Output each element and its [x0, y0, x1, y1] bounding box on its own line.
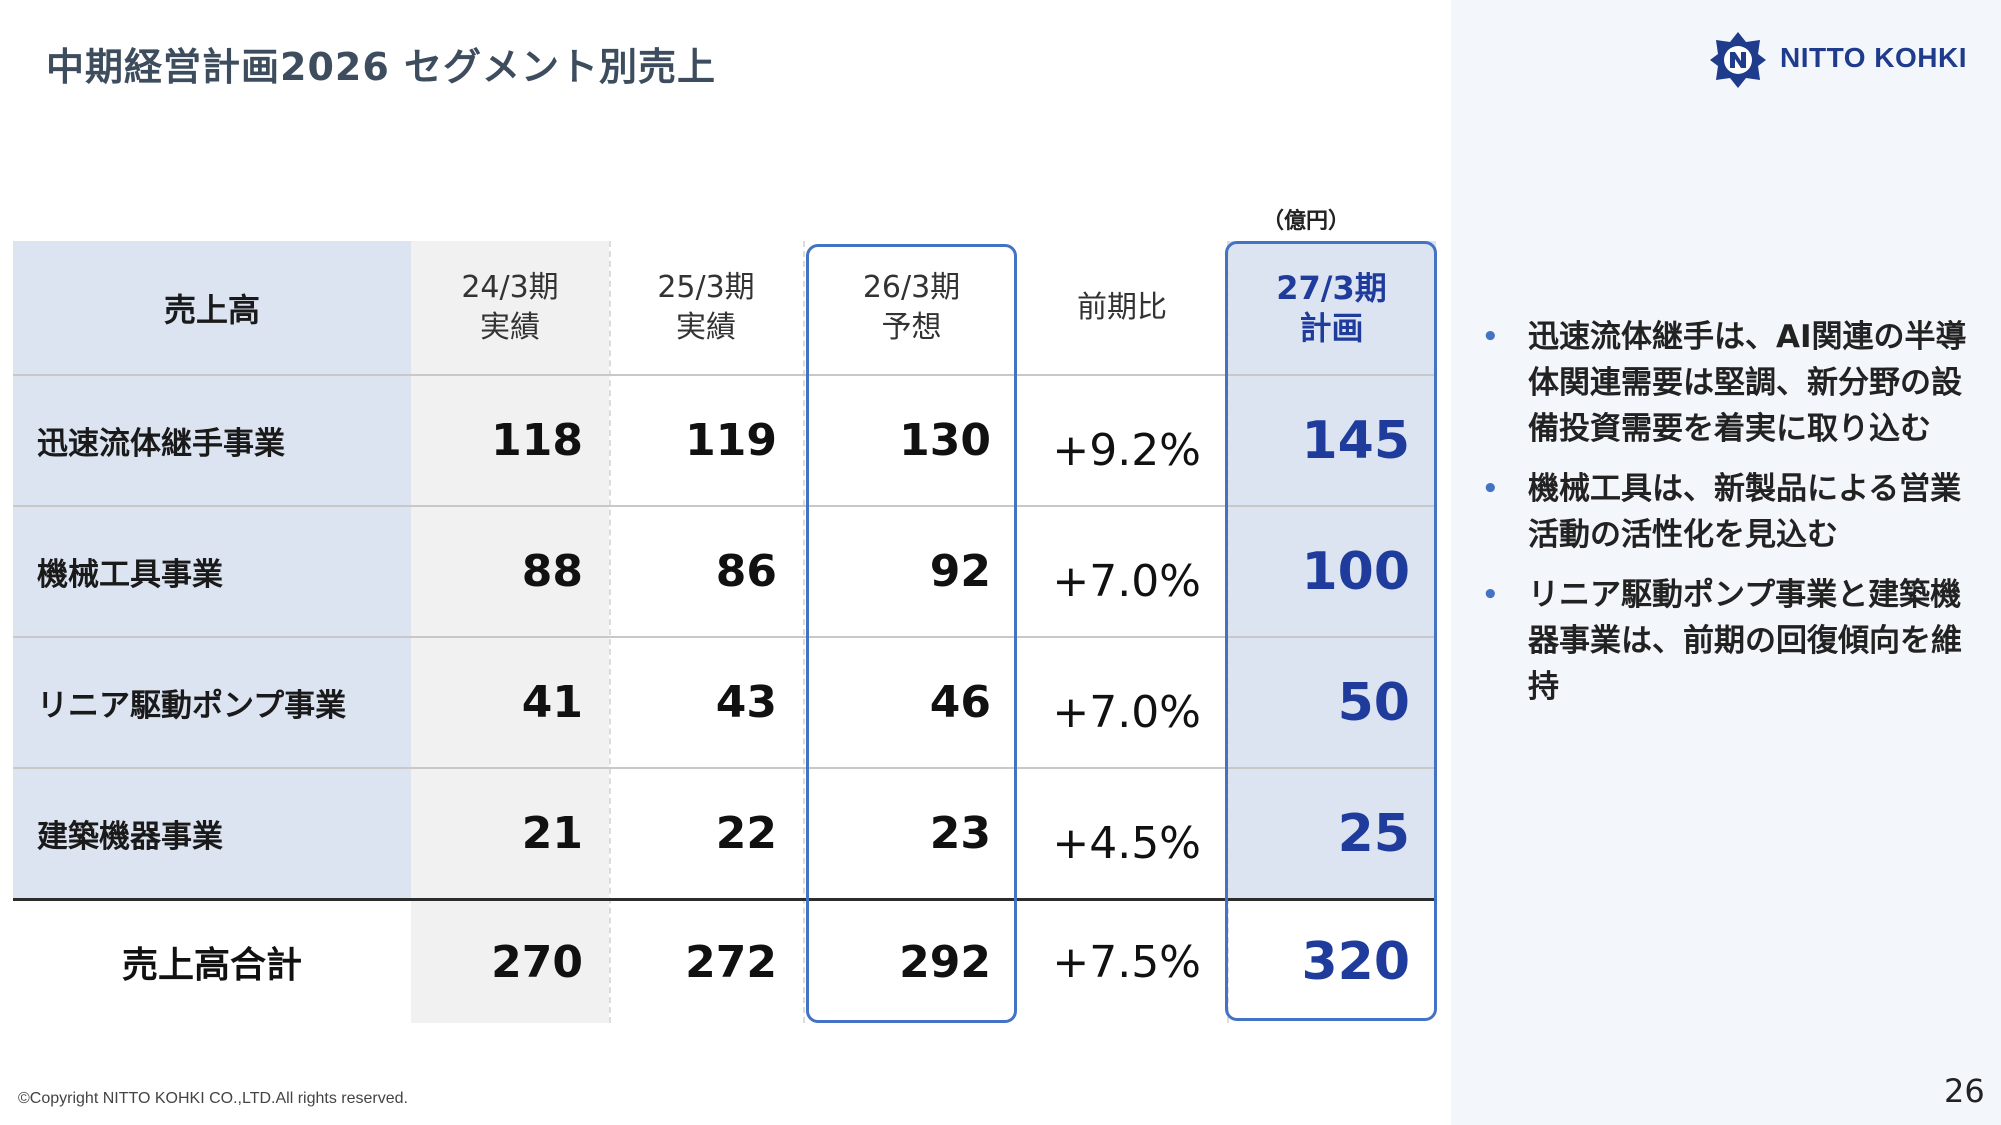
commentary-item: • 迅速流体継手は、AI関連の半導体関連需要は堅調、新分野の設備投資需要を着実に…: [1476, 314, 1986, 452]
logo-wordmark: NITTO KOHKI: [1780, 42, 1967, 73]
total-fy27: 320: [1301, 932, 1410, 992]
column-divider: [1227, 241, 1229, 1023]
company-logo: NITTO KOHKI: [1708, 30, 1966, 90]
fy24-value: 41: [521, 677, 583, 728]
fy26-value: 130: [899, 415, 991, 466]
copyright-notice: ©Copyright NITTO KOHKI CO.,LTD.All right…: [18, 1090, 408, 1107]
fy26-forecast-highlight: [806, 244, 1017, 1023]
segment-name: 建築機器事業: [37, 819, 223, 855]
bullet-dot-icon: •: [1482, 322, 1499, 352]
row-divider: [13, 374, 1436, 376]
fy24-value: 118: [491, 415, 583, 466]
fy27-value: 25: [1337, 803, 1410, 864]
segment-name: リニア駆動ポンプ事業: [37, 688, 347, 724]
fy25-value: 43: [715, 677, 777, 728]
yoy-value: +9.2%: [1052, 425, 1201, 476]
total-label: 売上高合計: [121, 945, 302, 986]
header-fy24: 24/3期 実績: [461, 269, 559, 345]
segment-column-background: [13, 241, 411, 901]
page-number: 26: [1944, 1072, 1985, 1110]
fy27-value: 145: [1301, 410, 1410, 471]
fy27-column-background: [1227, 241, 1436, 901]
header-fy26: 26/3期 予想: [862, 269, 961, 345]
fy27-value: 100: [1301, 541, 1410, 602]
yoy-value: +7.0%: [1052, 687, 1201, 738]
column-divider: [609, 241, 611, 1023]
segment-name: 迅速流体継手事業: [37, 426, 285, 462]
fy24-value: 88: [521, 546, 583, 597]
header-sales: 売上高: [163, 290, 260, 329]
nitto-kohki-logo-icon: [1710, 32, 1766, 88]
header-fy27: 27/3期 計画: [1276, 268, 1387, 347]
segment-name: 機械工具事業: [37, 557, 223, 593]
commentary-item: • 機械工具は、新製品による営業活動の活性化を見込む: [1476, 466, 1986, 558]
row-divider: [13, 505, 1436, 507]
fy25-value: 22: [715, 808, 777, 859]
fy24-column-background: [411, 241, 609, 1023]
fy26-value: 92: [929, 546, 991, 597]
column-divider: [803, 241, 805, 1023]
header-fy25: 25/3期 実績: [657, 269, 755, 345]
fy27-plan-highlight: [1225, 241, 1437, 1021]
yoy-value: +7.0%: [1052, 556, 1201, 607]
bullet-dot-icon: •: [1482, 580, 1499, 610]
commentary-item: • リニア駆動ポンプ事業と建築機器事業は、前期の回復傾向を維持: [1476, 572, 1986, 710]
right-panel: [1451, 0, 2001, 1125]
bullet-dot-icon: •: [1482, 474, 1499, 504]
total-fy24: 270: [491, 936, 583, 988]
fy25-value: 86: [715, 546, 777, 597]
total-divider: [13, 898, 1436, 901]
fy27-value: 50: [1337, 672, 1410, 733]
fy24-value: 21: [521, 808, 583, 859]
total-yoy: +7.5%: [1052, 936, 1201, 988]
fy25-value: 119: [685, 415, 777, 466]
fy26-value: 46: [929, 677, 991, 728]
total-fy26: 292: [899, 936, 991, 988]
total-fy25: 272: [685, 936, 777, 988]
row-divider: [13, 767, 1436, 769]
unit-label: （億円）: [1262, 209, 1351, 234]
row-divider: [13, 636, 1436, 638]
yoy-value: +4.5%: [1052, 818, 1201, 869]
fy26-value: 23: [929, 808, 991, 859]
commentary-list: • 迅速流体継手は、AI関連の半導体関連需要は堅調、新分野の設備投資需要を着実に…: [1476, 314, 1986, 724]
header-yoy: 前期比: [1077, 289, 1167, 325]
page-title: 中期経営計画2026 セグメント別売上: [46, 45, 716, 89]
